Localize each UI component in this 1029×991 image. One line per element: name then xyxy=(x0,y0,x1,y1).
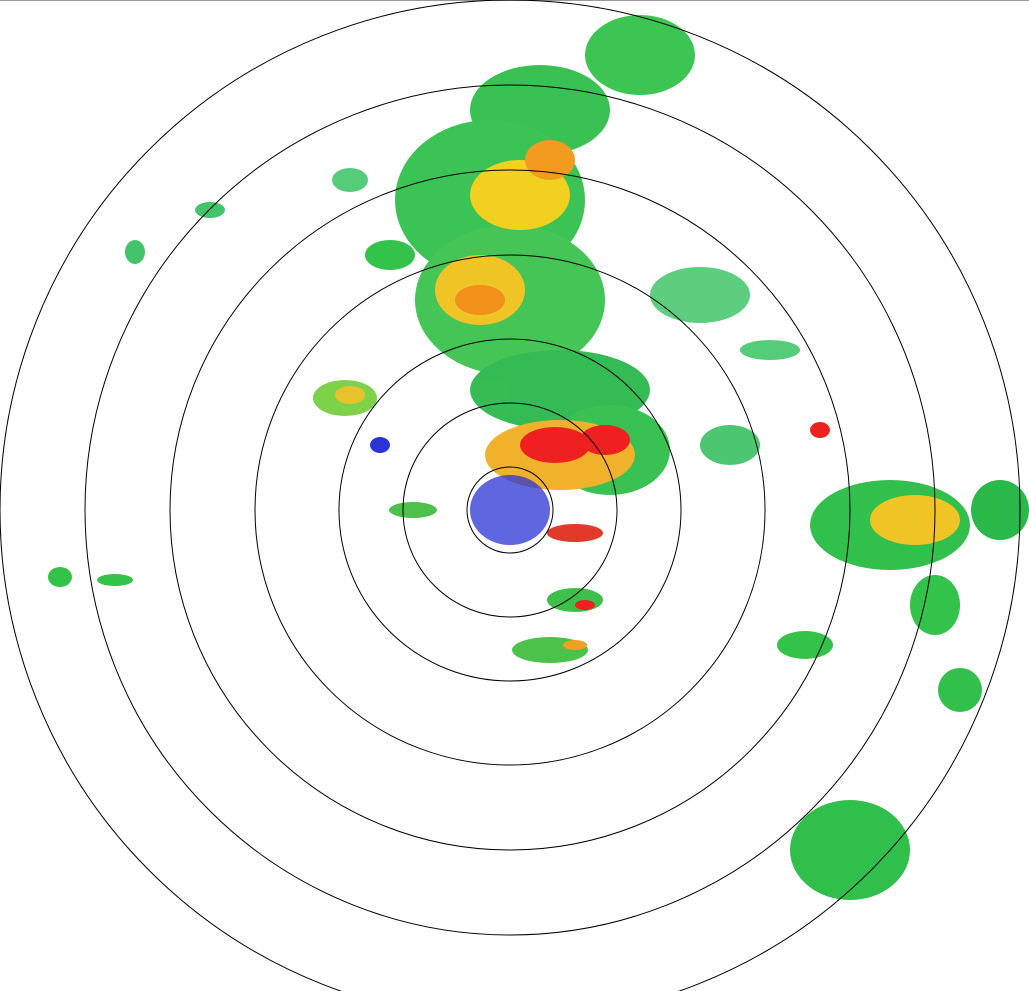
echo xyxy=(125,240,145,264)
range-ring xyxy=(466,466,554,554)
echo xyxy=(700,425,760,465)
echo-center xyxy=(389,420,635,663)
echo xyxy=(97,574,133,586)
range-ring xyxy=(254,254,766,766)
echo xyxy=(971,480,1029,540)
echo xyxy=(580,425,630,455)
echo xyxy=(520,427,590,463)
range-ring xyxy=(169,169,851,851)
echo xyxy=(332,168,368,192)
echo xyxy=(777,631,833,659)
echo xyxy=(525,140,575,180)
precipitation xyxy=(48,15,1029,900)
echo xyxy=(365,240,415,270)
echo xyxy=(335,386,365,404)
echo xyxy=(790,800,910,900)
echo xyxy=(48,567,72,587)
echo xyxy=(810,422,830,438)
echo xyxy=(910,575,960,635)
echo xyxy=(575,600,595,610)
echo xyxy=(585,15,695,95)
echo xyxy=(547,588,603,612)
echo xyxy=(195,202,225,218)
echo xyxy=(470,475,550,545)
echo xyxy=(547,524,603,542)
range-ring xyxy=(84,84,936,936)
range-ring xyxy=(338,338,682,682)
echo xyxy=(455,285,505,315)
echo-west xyxy=(48,168,415,587)
echo xyxy=(370,437,390,453)
echo xyxy=(389,502,437,518)
echo xyxy=(563,640,587,650)
echo-moderate xyxy=(313,140,575,416)
range-ring xyxy=(402,402,618,618)
echo xyxy=(650,267,750,323)
echo-east xyxy=(740,340,1029,900)
echo xyxy=(870,495,960,545)
echo xyxy=(740,340,800,360)
echo xyxy=(938,668,982,712)
